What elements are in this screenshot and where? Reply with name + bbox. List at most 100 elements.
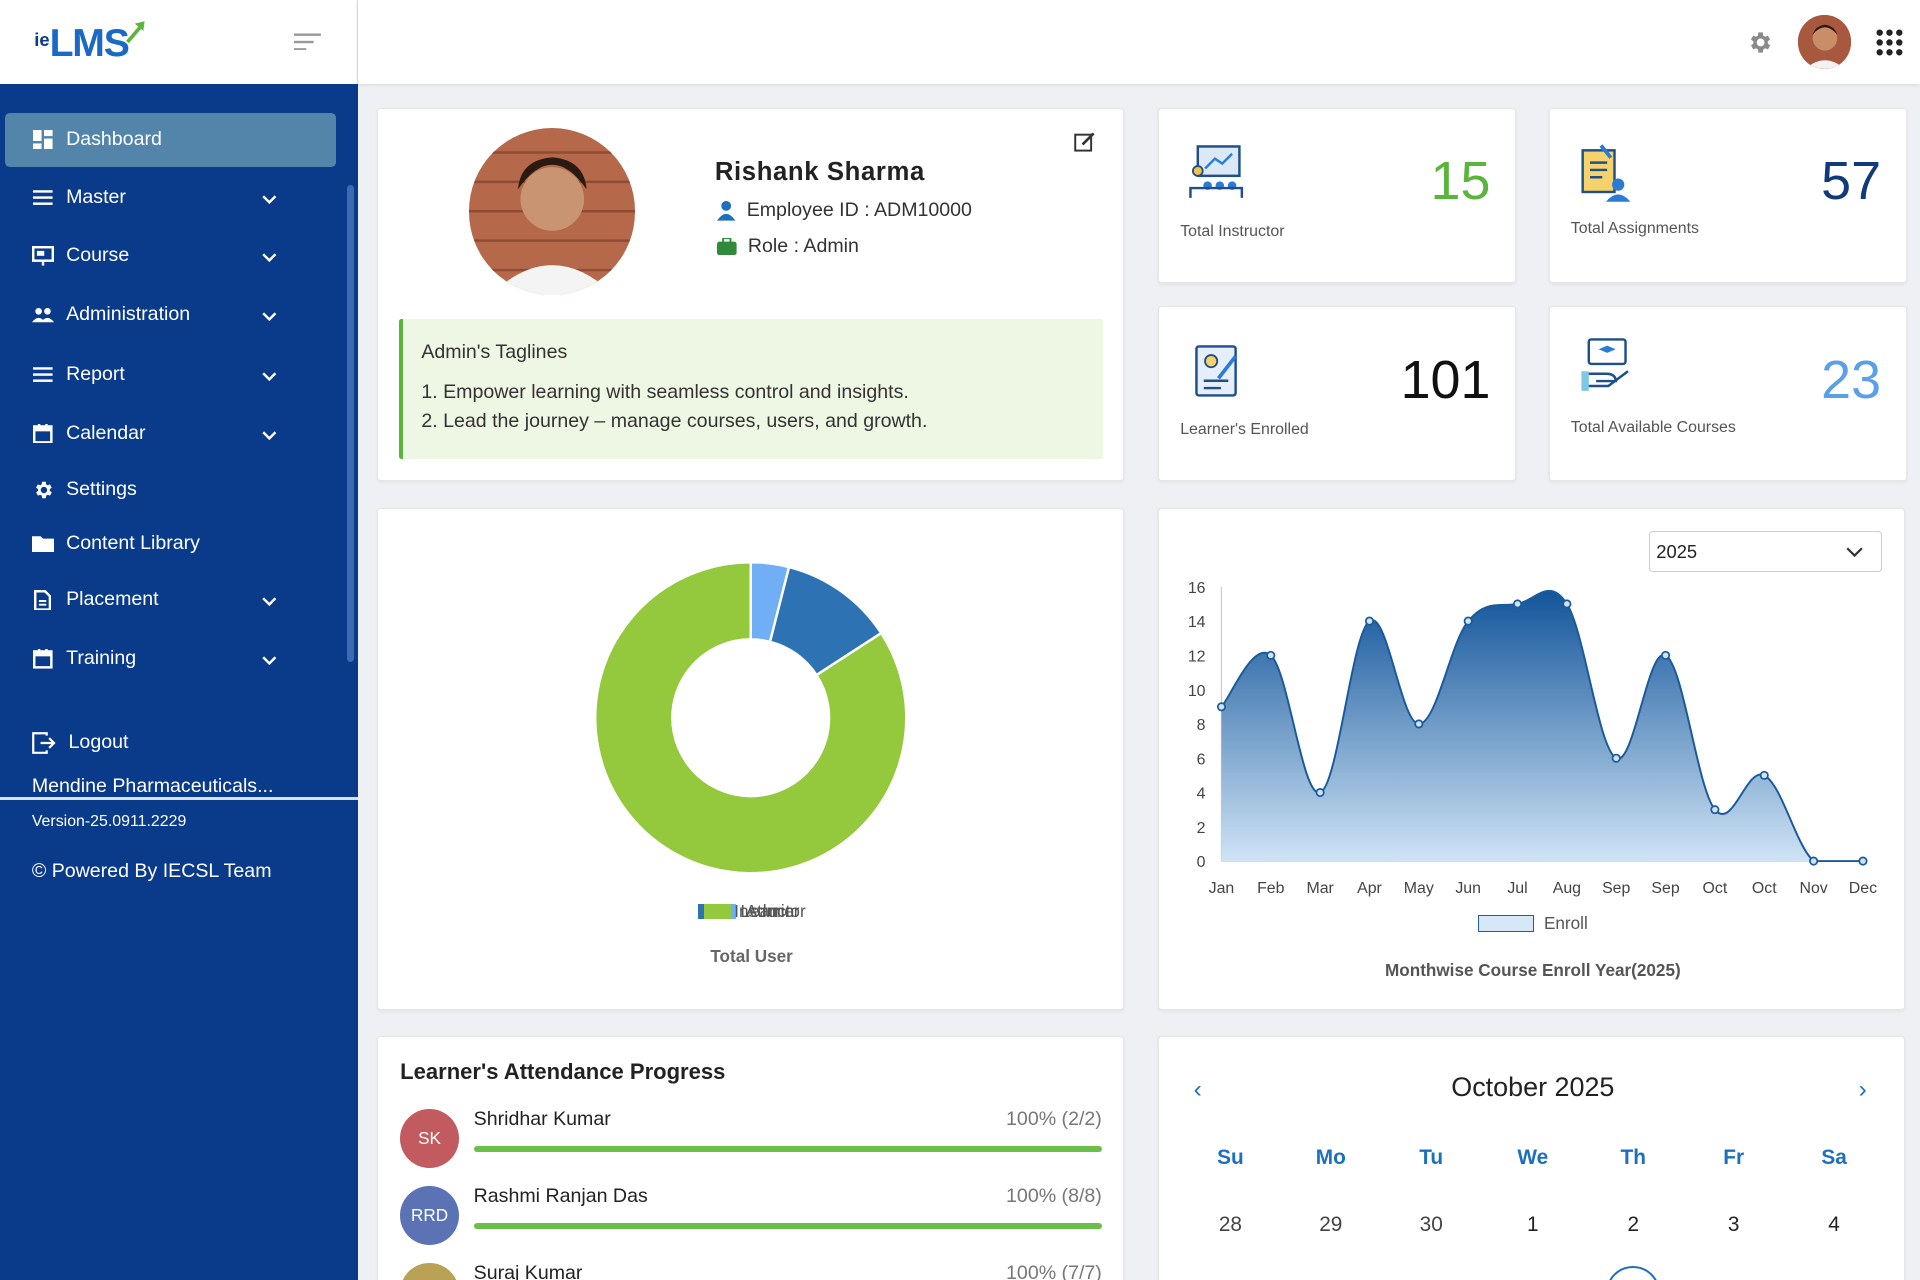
brand-bar: ie LMS (0, 0, 358, 85)
legend-enroll[interactable]: Enroll (1477, 913, 1588, 934)
profile-photo (468, 128, 636, 295)
weekday-header: Fr (1723, 1145, 1745, 1169)
enroll-data-point[interactable] (1365, 616, 1375, 626)
calendar-day[interactable]: 2 (1627, 1213, 1640, 1237)
enroll-chart-title: Monthwise Course Enroll Year(2025) (1385, 959, 1681, 980)
app-logo[interactable]: ie LMS (34, 17, 147, 66)
year-select[interactable]: 2025 (1649, 531, 1882, 572)
edit-profile-icon[interactable] (1073, 131, 1096, 159)
enroll-data-point[interactable] (1562, 598, 1572, 608)
profile-card: Rishank Sharma Employee ID : ADM10000 Ro… (377, 107, 1125, 482)
sidebar-item-training[interactable]: Training (0, 632, 343, 686)
sidebar: Dashboard Master Course Administration Repor… (0, 84, 358, 1280)
total-user-donut-chart (593, 560, 908, 874)
sidebar-item-master[interactable]: Master (0, 170, 343, 224)
enrolled-icon (1194, 345, 1237, 397)
sidebar-item-label: Settings (66, 478, 137, 501)
calendar-day[interactable]: 4 (1828, 1213, 1840, 1237)
calendar-prev-button[interactable]: ‹ (1193, 1076, 1202, 1104)
enrolled-count: 101 (1400, 349, 1491, 410)
person-icon (717, 201, 736, 221)
x-tick-label: Jan (1209, 879, 1235, 896)
attendance-title: Learner's Attendance Progress (400, 1058, 726, 1084)
y-tick-label: 4 (1197, 785, 1206, 802)
legend-learner[interactable]: Learner (703, 901, 799, 922)
x-tick-label: Aug (1553, 879, 1581, 896)
enroll-data-point[interactable] (1315, 787, 1326, 797)
sidebar-item-label: Administration (66, 303, 191, 326)
enroll-data-point[interactable] (1464, 616, 1474, 626)
y-tick-label: 14 (1188, 614, 1206, 631)
sidebar-item-course[interactable]: Course (0, 229, 343, 283)
chevron-down-icon (262, 365, 277, 388)
taglines-title: Admin's Taglines (421, 341, 568, 364)
calendar-icon (32, 648, 54, 670)
chevron-down-icon (1846, 547, 1863, 558)
sidebar-item-calendar[interactable]: Calendar (0, 407, 343, 461)
x-tick-label: Dec (1849, 879, 1877, 896)
settings-gear-icon[interactable] (1746, 29, 1773, 62)
y-tick-label: 2 (1197, 819, 1206, 836)
logo-arrow-icon (125, 20, 145, 43)
enroll-data-point[interactable] (1612, 753, 1622, 763)
weekday-header: Sa (1821, 1145, 1847, 1169)
menu-toggle-icon[interactable] (293, 31, 323, 57)
sidebar-item-dashboard[interactable]: Dashboard (4, 112, 336, 167)
calendar-next-button[interactable]: › (1858, 1076, 1867, 1104)
total-user-chart-card: Admin Instructor Learner Total User (377, 508, 1125, 1011)
assignments-count: 57 (1821, 151, 1882, 212)
logout-button[interactable]: Logout (31, 731, 128, 754)
enroll-data-point[interactable] (1414, 718, 1424, 728)
legend-label-admin: Admin (745, 900, 795, 921)
role-row: Role : Admin (717, 235, 859, 258)
list-icon (32, 364, 54, 386)
attendance-row: SK Suraj Kumar 100% (7/7) (378, 1262, 1123, 1280)
calendar-title: October 2025 (1451, 1072, 1615, 1103)
sidebar-scrollbar[interactable] (346, 184, 354, 663)
stat-card-instructor[interactable]: 15 Total Instructor (1158, 107, 1516, 283)
sidebar-divider (0, 797, 358, 800)
stat-card-courses[interactable]: 23 Total Available Courses (1548, 306, 1907, 482)
sidebar-item-settings[interactable]: Settings (0, 463, 343, 517)
stat-card-enrolled[interactable]: 101 Learner's Enrolled (1158, 306, 1516, 482)
enroll-data-point[interactable] (1809, 856, 1819, 866)
enroll-data-point[interactable] (1217, 701, 1227, 711)
x-tick-label: Jul (1508, 879, 1528, 896)
profile-name: Rishank Sharma (714, 157, 925, 186)
x-tick-label: Apr (1357, 879, 1382, 896)
donut-slice-learner[interactable] (593, 560, 908, 874)
y-tick-label: 12 (1188, 648, 1206, 665)
sidebar-item-label: Placement (66, 588, 159, 611)
learner-avatar: SK (400, 1263, 459, 1280)
weekday-header: Th (1620, 1145, 1646, 1169)
attendance-row: SK Shridhar Kumar 100% (2/2) (378, 1108, 1123, 1181)
legend-swatch-enroll (1477, 915, 1535, 933)
sidebar-item-content-library[interactable]: Content Library (0, 517, 343, 571)
calendar-today-marker[interactable] (1606, 1265, 1661, 1280)
user-avatar[interactable] (1797, 14, 1852, 69)
calendar-day[interactable]: 30 (1419, 1213, 1443, 1237)
y-tick-label: 16 (1188, 579, 1206, 596)
enroll-data-point[interactable] (1661, 650, 1671, 660)
enroll-data-point[interactable] (1760, 770, 1770, 780)
sidebar-item-label: Content Library (66, 532, 200, 555)
sidebar-item-placement[interactable]: Placement (0, 573, 343, 627)
enroll-data-point[interactable] (1858, 856, 1868, 866)
enroll-data-point[interactable] (1266, 650, 1276, 660)
folder-icon (31, 533, 54, 555)
apps-grid-icon[interactable] (1876, 29, 1903, 62)
sidebar-item-administration[interactable]: Administration (0, 288, 343, 342)
calendar-day[interactable]: 3 (1727, 1213, 1740, 1237)
stat-card-assignments[interactable]: 57 Total Assignments (1548, 107, 1907, 283)
calendar-day[interactable]: 28 (1218, 1213, 1242, 1237)
weekday-header: Mo (1315, 1145, 1346, 1169)
attendance-progress-bar (473, 1145, 1102, 1152)
list-icon (32, 186, 54, 208)
calendar-day[interactable]: 1 (1527, 1213, 1539, 1237)
calendar-day[interactable]: 29 (1319, 1213, 1343, 1237)
enroll-data-point[interactable] (1710, 804, 1720, 814)
sidebar-item-report[interactable]: Report (0, 348, 343, 402)
enroll-data-point[interactable] (1513, 598, 1523, 608)
employee-id: Employee ID : ADM10000 (746, 199, 972, 222)
sidebar-item-label: Training (66, 647, 137, 670)
